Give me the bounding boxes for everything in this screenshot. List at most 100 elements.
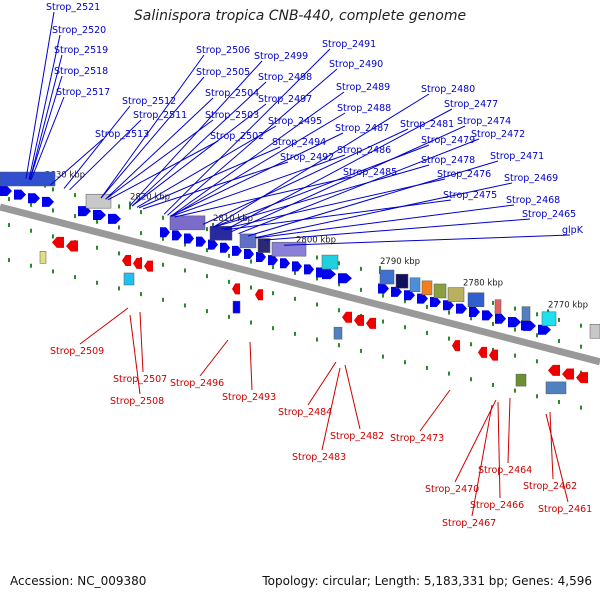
tick-row-forward-inner-dot bbox=[558, 338, 560, 343]
tick-row-reverse-outer-dot bbox=[272, 326, 274, 331]
tick-row-forward-inner-dot bbox=[382, 293, 384, 298]
forward-gene-label: Strop_2477 bbox=[444, 99, 498, 110]
tick-row-reverse-outer-dot bbox=[580, 405, 582, 410]
reverse-gene-label: Strop_2470 bbox=[425, 484, 479, 495]
reverse-label-leader bbox=[497, 401, 501, 499]
reverse-gene-label: Strop_2484 bbox=[278, 407, 332, 418]
forward-gene-arrow bbox=[508, 317, 521, 328]
forward-gene-arrow bbox=[404, 290, 415, 301]
forward-gene-arrow bbox=[538, 324, 551, 335]
tick-row-forward-inner-dot bbox=[30, 202, 32, 207]
forward-gene-arrow bbox=[378, 283, 389, 294]
reverse-gene-label: Strop_2464 bbox=[478, 465, 532, 476]
reverse-gene-arrow bbox=[144, 260, 153, 272]
tick-row-reverse-outer-dot bbox=[96, 280, 98, 285]
reverse-label-leader bbox=[344, 364, 361, 430]
tick-row-reverse-outer-dot bbox=[162, 297, 164, 302]
reverse-label-leader bbox=[129, 314, 141, 395]
reverse-gene-label: Strop_2493 bbox=[222, 392, 276, 403]
forward-label-leader bbox=[100, 54, 205, 199]
tick-row-reverse-inner-dot bbox=[52, 234, 54, 239]
kbp-tick-label: 2820 kbp bbox=[130, 193, 170, 203]
forward-gene-arrow bbox=[108, 213, 121, 224]
reverse-gene-arrow bbox=[478, 346, 487, 358]
tick-row-reverse-outer-dot bbox=[338, 343, 340, 348]
tick-row-reverse-inner-dot bbox=[96, 245, 98, 250]
tick-row-reverse-outer-dot bbox=[514, 388, 516, 393]
tick-row-forward-outer-dot bbox=[118, 204, 120, 209]
label-line-layer bbox=[25, 11, 571, 517]
forward-gene-label: Strop_2491 bbox=[322, 39, 376, 50]
forward-gene-label: Strop_2512 bbox=[122, 96, 176, 107]
feature-layer bbox=[0, 171, 600, 395]
forward-label-leader bbox=[202, 128, 409, 225]
forward-gene-label: Strop_2497 bbox=[258, 94, 312, 105]
tick-row-reverse-inner-dot bbox=[470, 342, 472, 347]
reverse-gene-block bbox=[545, 381, 567, 395]
forward-gene-label: Strop_2487 bbox=[335, 123, 389, 134]
tick-row-forward-outer-dot bbox=[580, 323, 582, 328]
forward-gene-arrow bbox=[338, 273, 352, 284]
forward-gene-arrow bbox=[456, 303, 467, 314]
forward-gene-label: Strop_2513 bbox=[95, 129, 149, 140]
forward-label-leader bbox=[247, 160, 499, 237]
reverse-gene-label: Strop_2461 bbox=[538, 504, 592, 515]
forward-label-leader bbox=[131, 103, 267, 207]
reverse-gene-block bbox=[232, 300, 241, 314]
tick-row-forward-inner-dot bbox=[470, 316, 472, 321]
forward-gene-label: Strop_2492 bbox=[280, 152, 334, 163]
forward-label-leader bbox=[170, 132, 344, 217]
forward-gene-label: Strop_2478 bbox=[421, 155, 475, 166]
forward-gene-arrow bbox=[304, 264, 314, 275]
tick-row-forward-inner-dot bbox=[74, 214, 76, 219]
tick-row-reverse-outer-dot bbox=[30, 263, 32, 268]
reverse-gene-arrow bbox=[366, 317, 376, 329]
tick-row-reverse-outer-dot bbox=[8, 258, 10, 263]
forward-gene-arrow bbox=[430, 296, 441, 307]
forward-gene-label: Strop_2511 bbox=[133, 110, 187, 121]
forward-gene-label: Strop_2475 bbox=[443, 190, 497, 201]
reverse-gene-arrow bbox=[576, 372, 588, 384]
reverse-gene-arrow bbox=[489, 349, 498, 361]
gene-block bbox=[541, 311, 557, 327]
gene-block bbox=[271, 241, 307, 257]
tick-row-forward-inner-dot bbox=[206, 248, 208, 253]
tick-row-reverse-inner-dot bbox=[184, 268, 186, 273]
forward-gene-arrow bbox=[42, 196, 54, 207]
kbp-tick-label: 2800 kbp bbox=[296, 235, 336, 245]
tick-row-forward-outer-dot bbox=[536, 312, 538, 317]
forward-gene-arrow bbox=[391, 286, 402, 297]
tick-row-forward-inner-dot bbox=[272, 265, 274, 270]
tick-row-forward-outer-dot bbox=[492, 300, 494, 305]
gene-block bbox=[421, 280, 433, 296]
forward-label-leader bbox=[255, 204, 515, 239]
tick-row-forward-inner-dot bbox=[514, 327, 516, 332]
forward-gene-label: Strop_2485 bbox=[343, 167, 397, 178]
tick-row-reverse-inner-dot bbox=[250, 285, 252, 290]
tick-row-reverse-outer-dot bbox=[228, 314, 230, 319]
tick-row-forward-inner-dot bbox=[492, 321, 494, 326]
tick-row-reverse-outer-dot bbox=[74, 275, 76, 280]
tick-row-reverse-inner-dot bbox=[426, 330, 428, 335]
reverse-label-leader bbox=[545, 413, 569, 503]
forward-gene-arrow bbox=[523, 320, 536, 331]
kbp-tick-label: 2830 kbp bbox=[45, 171, 85, 181]
forward-label-leader bbox=[63, 105, 131, 189]
forward-label-leader bbox=[107, 140, 219, 201]
forward-gene-label: Strop_2520 bbox=[52, 25, 106, 36]
forward-gene-label: Strop_2498 bbox=[258, 72, 312, 83]
reverse-gene-label: Strop_2507 bbox=[113, 374, 167, 385]
reverse-gene-block bbox=[333, 326, 343, 340]
reverse-label-leader bbox=[79, 307, 129, 345]
forward-label-leader bbox=[163, 48, 331, 215]
forward-label-leader bbox=[254, 182, 513, 239]
tick-row-forward-inner-dot bbox=[426, 304, 428, 309]
forward-gene-arrow bbox=[482, 310, 493, 321]
forward-label-leader bbox=[25, 11, 55, 179]
forward-label-leader bbox=[221, 178, 446, 230]
tick-row-forward-inner-dot bbox=[140, 231, 142, 236]
forward-label-leader bbox=[263, 218, 531, 241]
reverse-gene-arrow bbox=[548, 364, 560, 376]
forward-gene-arrow bbox=[78, 206, 91, 217]
reverse-gene-arrow bbox=[66, 240, 78, 252]
